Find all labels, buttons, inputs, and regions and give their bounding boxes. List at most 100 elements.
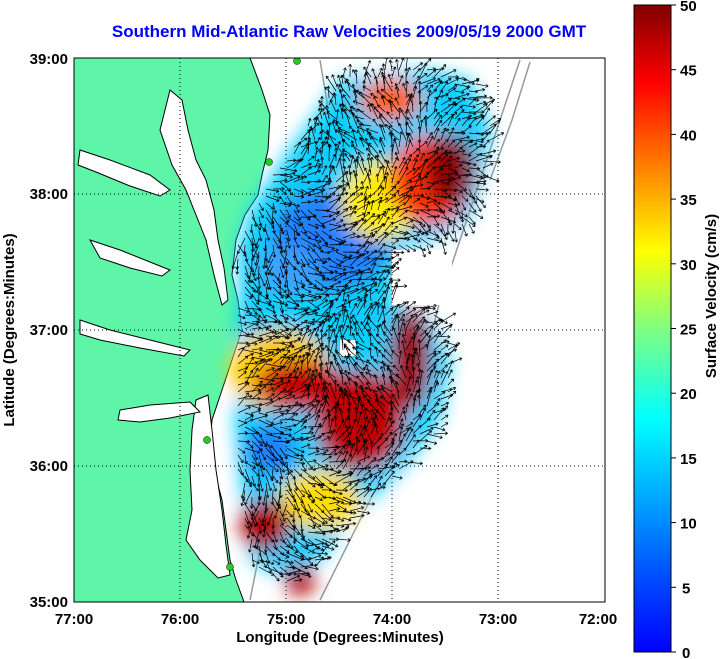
- velocity-arrow: [417, 139, 422, 155]
- velocity-arrow: [337, 127, 351, 134]
- velocity-arrow: [265, 202, 275, 210]
- velocity-arrow: [363, 487, 372, 498]
- velocity-arrow: [454, 209, 468, 218]
- velocity-arrow: [258, 377, 275, 383]
- velocity-arrow: [293, 188, 304, 194]
- y-tick-label: 36:00: [30, 458, 68, 475]
- velocity-arrow: [323, 381, 330, 393]
- velocity-arrow: [365, 71, 372, 85]
- velocity-arrow: [468, 144, 483, 155]
- velocity-arrow: [314, 368, 319, 386]
- velocity-arrow: [349, 206, 356, 218]
- velocity-arrow: [293, 202, 300, 213]
- velocity-arrow: [313, 117, 317, 134]
- velocity-arrow: [314, 199, 324, 204]
- velocity-arrow: [394, 151, 400, 162]
- velocity-arrow: [454, 188, 463, 193]
- velocity-arrow: [447, 230, 455, 242]
- velocity-arrow: [377, 290, 386, 302]
- velocity-arrow: [335, 208, 349, 218]
- velocity-arrow: [356, 108, 372, 120]
- velocity-arrow: [335, 445, 346, 456]
- velocity-arrow: [398, 123, 407, 141]
- velocity-arrow: [412, 154, 420, 162]
- velocity-arrow: [377, 243, 386, 253]
- velocity-arrow: [440, 98, 452, 106]
- velocity-arrow: [447, 357, 463, 365]
- velocity-arrow: [468, 216, 476, 225]
- velocity-arrow: [307, 223, 319, 229]
- velocity-arrow: [279, 314, 289, 320]
- velocity-arrow: [258, 358, 273, 365]
- velocity-arrow: [333, 379, 338, 393]
- velocity-arrow: [419, 119, 424, 134]
- velocity-arrow: [447, 188, 457, 193]
- graticule: [74, 58, 605, 602]
- velocity-arrow: [433, 370, 441, 386]
- velocity-arrow: [419, 152, 425, 162]
- velocity-arrow: [344, 80, 358, 92]
- colorbar-tick-label: 35: [680, 192, 697, 209]
- velocity-arrow: [300, 370, 308, 379]
- velocity-arrow: [475, 202, 482, 212]
- velocity-arrow: [349, 443, 355, 456]
- velocity-arrow: [364, 137, 372, 155]
- velocity-arrow: [475, 103, 488, 113]
- velocity-arrow: [286, 412, 299, 421]
- velocity-arrow: [272, 413, 285, 421]
- velocity-arrow: [412, 216, 426, 227]
- velocity-arrow: [344, 381, 351, 393]
- velocity-arrow: [391, 423, 405, 435]
- velocity-arrow: [293, 447, 305, 454]
- velocity-arrow: [251, 356, 267, 362]
- velocity-arrow: [258, 209, 264, 219]
- velocity-arrow: [406, 108, 414, 120]
- velocity-arrow: [475, 174, 486, 179]
- velocity-arrow: [419, 446, 432, 451]
- velocity-arrow: [377, 269, 386, 281]
- velocity-arrow: [447, 378, 455, 386]
- velocity-arrow: [237, 344, 251, 351]
- velocity-arrow: [272, 178, 288, 183]
- velocity-arrow: [381, 63, 386, 78]
- velocity-arrow: [426, 181, 439, 190]
- velocity-arrow: [405, 422, 414, 428]
- velocity-arrow: [314, 311, 329, 323]
- velocity-arrow: [440, 69, 457, 78]
- velocity-arrow: [314, 538, 328, 546]
- velocity-arrow: [327, 122, 332, 134]
- velocity-arrow: [475, 154, 493, 162]
- velocity-arrow: [286, 538, 294, 549]
- velocity-arrow: [381, 354, 393, 365]
- velocity-arrow: [265, 419, 274, 425]
- velocity-arrow: [341, 179, 346, 197]
- velocity-arrow: [447, 139, 456, 148]
- velocity-arrow: [321, 556, 332, 561]
- velocity-arrow: [256, 265, 261, 280]
- velocity-arrow: [364, 502, 376, 506]
- velocity-arrow: [489, 132, 505, 141]
- velocity-arrow: [391, 278, 401, 283]
- river-inlet: [79, 319, 191, 357]
- velocity-arrow: [419, 306, 436, 311]
- velocity-arrow: [328, 197, 341, 211]
- velocity-arrow: [424, 101, 429, 113]
- velocity-arrow: [335, 459, 347, 470]
- velocity-arrow: [419, 141, 428, 148]
- velocity-arrow: [272, 384, 280, 393]
- velocity-arrow: [265, 397, 281, 407]
- velocity-arrow: [356, 129, 365, 141]
- velocity-arrow: [334, 334, 339, 351]
- velocity-arrow: [300, 189, 315, 197]
- velocity-arrow: [314, 299, 329, 309]
- velocity-arrow: [335, 524, 345, 528]
- velocity-arrow: [307, 394, 319, 407]
- velocity-arrow: [307, 244, 316, 252]
- velocity-arrow: [341, 74, 351, 85]
- velocity-arrow: [370, 482, 381, 498]
- velocity-arrow: [293, 503, 302, 519]
- velocity-arrow: [369, 440, 374, 456]
- velocity-arrow: [254, 251, 260, 266]
- velocity-arrow: [262, 223, 267, 232]
- velocity-arrow: [440, 202, 453, 211]
